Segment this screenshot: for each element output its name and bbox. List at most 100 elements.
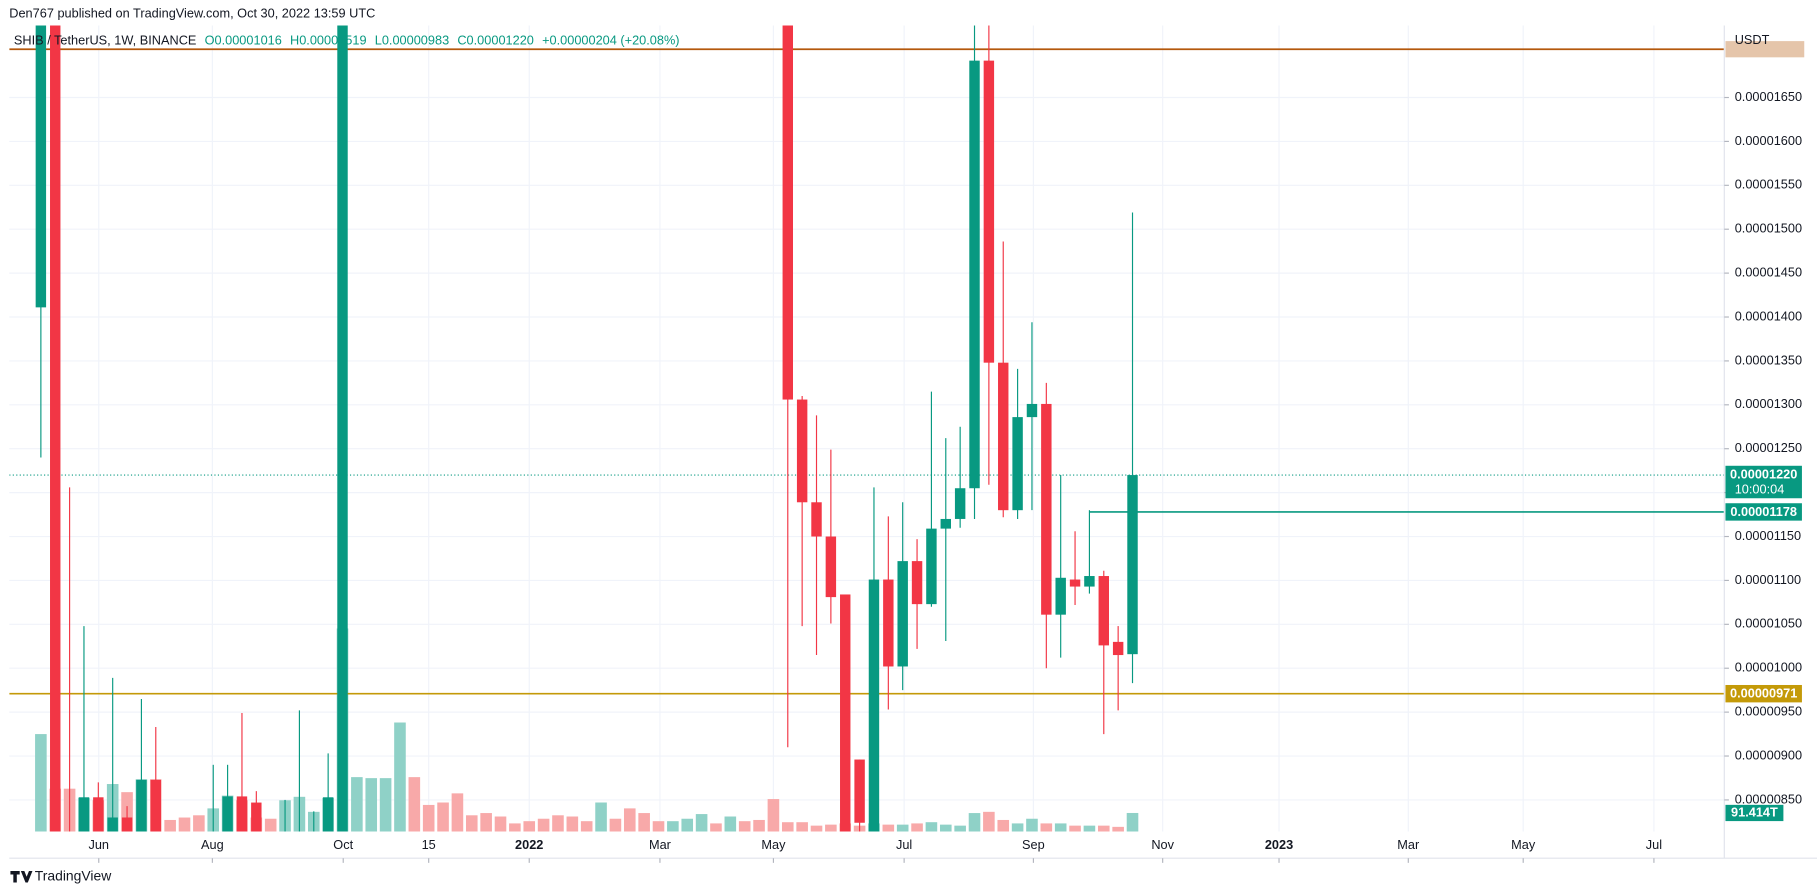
x-tick-label: Jul: [1646, 837, 1662, 852]
volume-bar: [1040, 823, 1053, 832]
y-tick-label: 0.00001000: [1735, 660, 1802, 675]
countdown: 10:00:04: [1735, 482, 1785, 497]
y-tick-label: 0.00001650: [1735, 89, 1802, 104]
candle-body: [35, 25, 47, 308]
level-label: 0.00000971: [1730, 686, 1797, 701]
y-tick-label: 0.00001350: [1735, 352, 1802, 367]
candle-body: [1069, 579, 1081, 587]
volume-bar: [1011, 823, 1024, 832]
level-layer: [9, 48, 1725, 695]
candle-body: [121, 817, 133, 832]
y-tick-label: 0.00001500: [1735, 221, 1802, 236]
volume-bar: [566, 816, 579, 832]
volume-bar: [365, 778, 378, 832]
y-tick-label: 0.00001100: [1735, 572, 1801, 587]
volume-bar: [480, 813, 492, 832]
volume-bar: [509, 823, 521, 832]
volume-bar: [193, 815, 205, 832]
volume-bar: [638, 813, 650, 832]
candle-body: [854, 759, 865, 823]
volume-bar: [911, 823, 923, 832]
volume-bar: [494, 816, 507, 832]
logo: TradingView: [10, 867, 112, 883]
candle-body: [926, 528, 937, 605]
y-tick-label: 0.00000850: [1735, 791, 1802, 806]
candle-body: [50, 25, 61, 832]
candle-body: [1055, 577, 1066, 615]
last-price-label: 0.00001220: [1730, 466, 1797, 481]
volume-bar: [882, 824, 895, 832]
y-tick-label: 0.00001050: [1735, 616, 1802, 631]
volume-bar: [1026, 818, 1038, 832]
candle-body: [78, 797, 90, 832]
volume-bar: [178, 817, 191, 832]
y-tick-label: 0.00001600: [1735, 133, 1802, 148]
y-tick-label: 0.00001150: [1735, 528, 1801, 543]
volume-bar: [623, 808, 636, 832]
volume-bar: [724, 816, 737, 832]
candle-body: [337, 25, 348, 832]
x-tick-label: Jul: [896, 837, 912, 852]
volume-bar: [437, 802, 449, 832]
volume-bar: [537, 818, 550, 832]
volume-bar: [1054, 823, 1067, 832]
volume-bar: [609, 818, 622, 832]
candle-body: [251, 802, 262, 832]
x-tick-label: Nov: [1151, 837, 1174, 852]
y-tick-label: 0.00001450: [1735, 264, 1802, 279]
volume-bar: [939, 824, 952, 832]
volume-bar: [896, 824, 909, 832]
candle-body: [825, 536, 837, 598]
candle-body: [998, 362, 1009, 511]
volume-bar: [667, 821, 679, 832]
volume-bar: [1069, 825, 1081, 832]
volume-bar: [652, 821, 665, 832]
candle-body: [940, 518, 951, 529]
volume-bar: [767, 799, 780, 832]
level-label-box: [1725, 41, 1805, 58]
volume-bar: [825, 824, 837, 832]
x-tick-label: Jun: [88, 837, 109, 852]
legend-high: H0.00001519: [290, 33, 367, 48]
legend-symbol: SHIB / TetherUS, 1W, BINANCE: [14, 33, 197, 48]
legend-close: C0.00001220: [457, 33, 534, 48]
volume-label-box: [1725, 804, 1784, 822]
candle-body: [93, 797, 104, 832]
x-tick-label: 2022: [515, 837, 543, 852]
candle-body: [136, 779, 147, 832]
volume-bar: [351, 777, 363, 832]
logo-mark: [10, 870, 33, 883]
candle-body: [782, 25, 793, 400]
volume-bar: [681, 818, 694, 832]
candle-body: [983, 60, 995, 363]
x-tick-label: 15: [422, 837, 436, 852]
x-tick-label: Sep: [1022, 837, 1045, 852]
volume-bar: [580, 821, 593, 832]
candle-body: [322, 797, 334, 832]
last-price-box: [1725, 465, 1802, 499]
volume-bar: [1083, 825, 1096, 832]
volume-bar: [451, 793, 464, 832]
candle-body: [969, 60, 980, 489]
volume-bar: [983, 811, 995, 832]
legend-change: +0.00000204 (+20.08%): [542, 33, 679, 48]
candle-body: [1084, 576, 1095, 587]
candle-body: [150, 779, 161, 832]
x-tick-label: May: [1511, 837, 1536, 852]
axis-unit: USDT: [1735, 32, 1770, 47]
volume-bar: [264, 818, 277, 832]
volume-bar: [695, 814, 708, 832]
y-tick-label: 0.00000900: [1735, 747, 1802, 762]
volume-bar: [710, 823, 722, 832]
y-tick-label: 0.00001400: [1735, 308, 1802, 323]
candle-body: [883, 579, 894, 667]
footer: TradingView: [35, 867, 112, 883]
candle-layer: [35, 25, 1138, 832]
volume-bar: [954, 825, 966, 832]
volume-bar: [1097, 825, 1110, 832]
x-tick-label: Mar: [1397, 837, 1420, 852]
candle-body: [897, 561, 908, 667]
level-label-box: [1725, 503, 1802, 521]
candle-body: [868, 579, 880, 832]
candle-body: [107, 817, 118, 832]
